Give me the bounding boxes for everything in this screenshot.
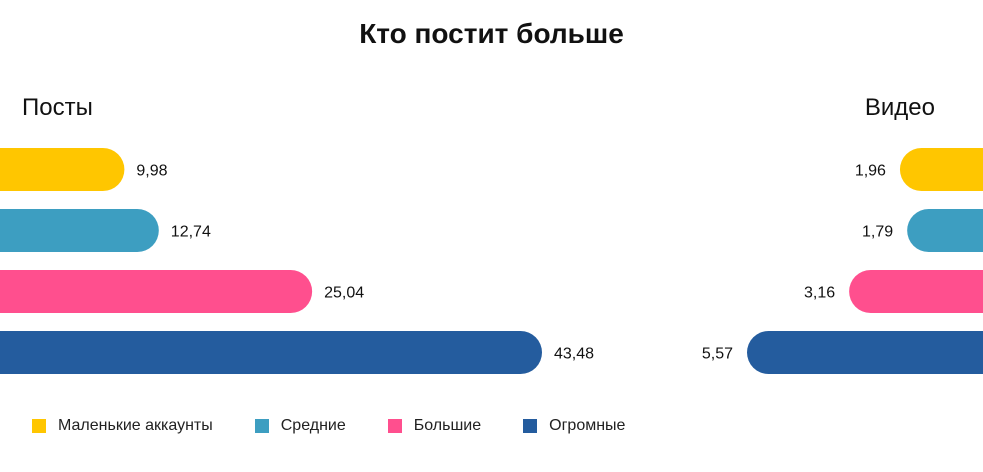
legend-item-medium: Средние [254, 417, 346, 435]
legend-item-small: Маленькие аккаунты [32, 417, 213, 435]
video-bar-medium [907, 209, 983, 252]
posts-value-label-huge: 43,48 [554, 346, 594, 363]
chart-title: Кто постит больше [359, 18, 624, 49]
legend-swatch-small [32, 419, 46, 433]
video-value-label-small: 1,96 [855, 163, 886, 180]
legend-label-large: Большие [413, 417, 482, 434]
legend-label-huge: Огромные [549, 417, 626, 434]
video-value-label-medium: 1,79 [862, 224, 893, 241]
posts-value-label-large: 25,04 [324, 285, 364, 302]
video-value-label-huge: 5,57 [702, 346, 733, 363]
posts-bar-huge [0, 331, 542, 374]
posts-bar-small [0, 148, 125, 191]
legend-swatch-large [387, 419, 402, 433]
legend-swatch-medium [254, 419, 269, 433]
posts-value-label-small: 9,98 [136, 163, 167, 180]
posts-panel-title: Посты [22, 94, 93, 121]
video-bar-small [899, 148, 983, 191]
video-bar-huge [747, 331, 983, 374]
legend-label-medium: Средние [280, 417, 346, 434]
video-value-label-large: 3,16 [804, 285, 835, 302]
legend-item-large: Большие [387, 417, 482, 435]
posts-value-label-medium: 12,74 [171, 224, 211, 241]
legend-swatch-huge [523, 419, 538, 433]
legend: Маленькие аккаунты Средние Большие Огром… [32, 417, 667, 435]
video-panel-title: Видео [864, 94, 935, 121]
video-bar-large [849, 270, 983, 313]
posts-bar-large [0, 270, 313, 313]
legend-item-huge: Огромные [523, 417, 625, 435]
legend-label-small: Маленькие аккаунты [58, 417, 213, 434]
posts-bar-medium [0, 209, 159, 252]
